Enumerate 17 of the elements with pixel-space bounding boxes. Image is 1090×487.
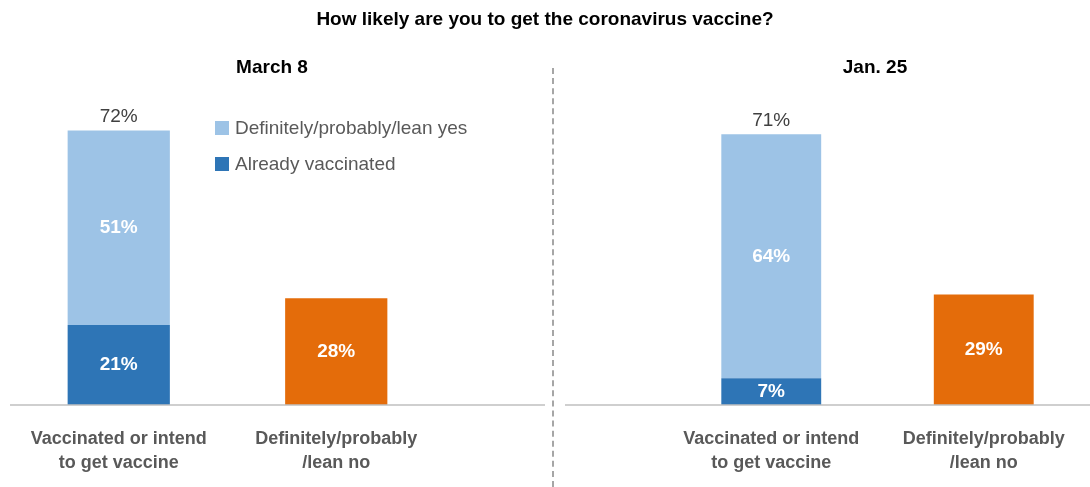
x-tick-label: Vaccinated or intend to get vaccine — [683, 428, 860, 473]
x-tick-label: Definitely/probably /lean no — [902, 428, 1065, 473]
data-label: 21% — [99, 353, 138, 375]
data-label: 51% — [99, 215, 138, 237]
data-label: 64% — [752, 244, 791, 266]
chart-title: How likely are you to get the coronavirus vaccine? — [315, 8, 775, 30]
x-tick-label: Definitely/probably /lean no — [255, 428, 418, 473]
total-label: 71% — [752, 109, 791, 131]
legend-label: Already vaccinated — [235, 153, 396, 175]
x-tick-label: Vaccinated or intend to get vaccine — [30, 428, 207, 473]
legend-label: Definitely/probably/lean yes — [235, 117, 468, 139]
data-label: 7% — [757, 379, 786, 401]
data-label: 28% — [317, 339, 356, 361]
chart-subtitle: March 8 — [236, 56, 308, 78]
total-label: 72% — [99, 105, 138, 127]
chart-subtitle: Jan. 25 — [842, 56, 908, 78]
data-label: 29% — [964, 337, 1003, 359]
